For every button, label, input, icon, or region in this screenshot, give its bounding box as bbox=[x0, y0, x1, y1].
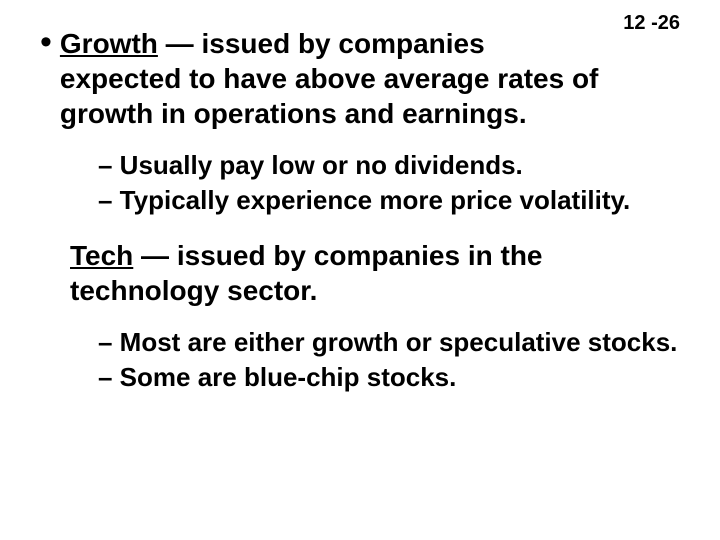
tech-sublist: – Most are either growth or speculative … bbox=[98, 326, 680, 393]
growth-sublist: – Usually pay low or no dividends. – Typ… bbox=[98, 149, 680, 216]
tech-def-text: — issued by companies in the technology … bbox=[70, 240, 543, 306]
bullet-growth: • Growth — issued by companies expected … bbox=[40, 26, 680, 131]
growth-term: Growth bbox=[60, 28, 158, 59]
growth-sub-1: – Usually pay low or no dividends. bbox=[98, 149, 680, 182]
page-number: 12 -26 bbox=[623, 12, 680, 35]
tech-definition: Tech — issued by companies in the techno… bbox=[70, 238, 680, 308]
tech-term: Tech bbox=[70, 240, 133, 271]
tech-sub-1: – Most are either growth or speculative … bbox=[98, 326, 680, 359]
growth-definition: Growth — issued by companies expected to… bbox=[60, 26, 680, 131]
growth-sub-2: – Typically experience more price volati… bbox=[98, 184, 680, 217]
bullet-dot-icon: • bbox=[40, 28, 52, 56]
tech-sub-2: – Some are blue-chip stocks. bbox=[98, 361, 680, 394]
